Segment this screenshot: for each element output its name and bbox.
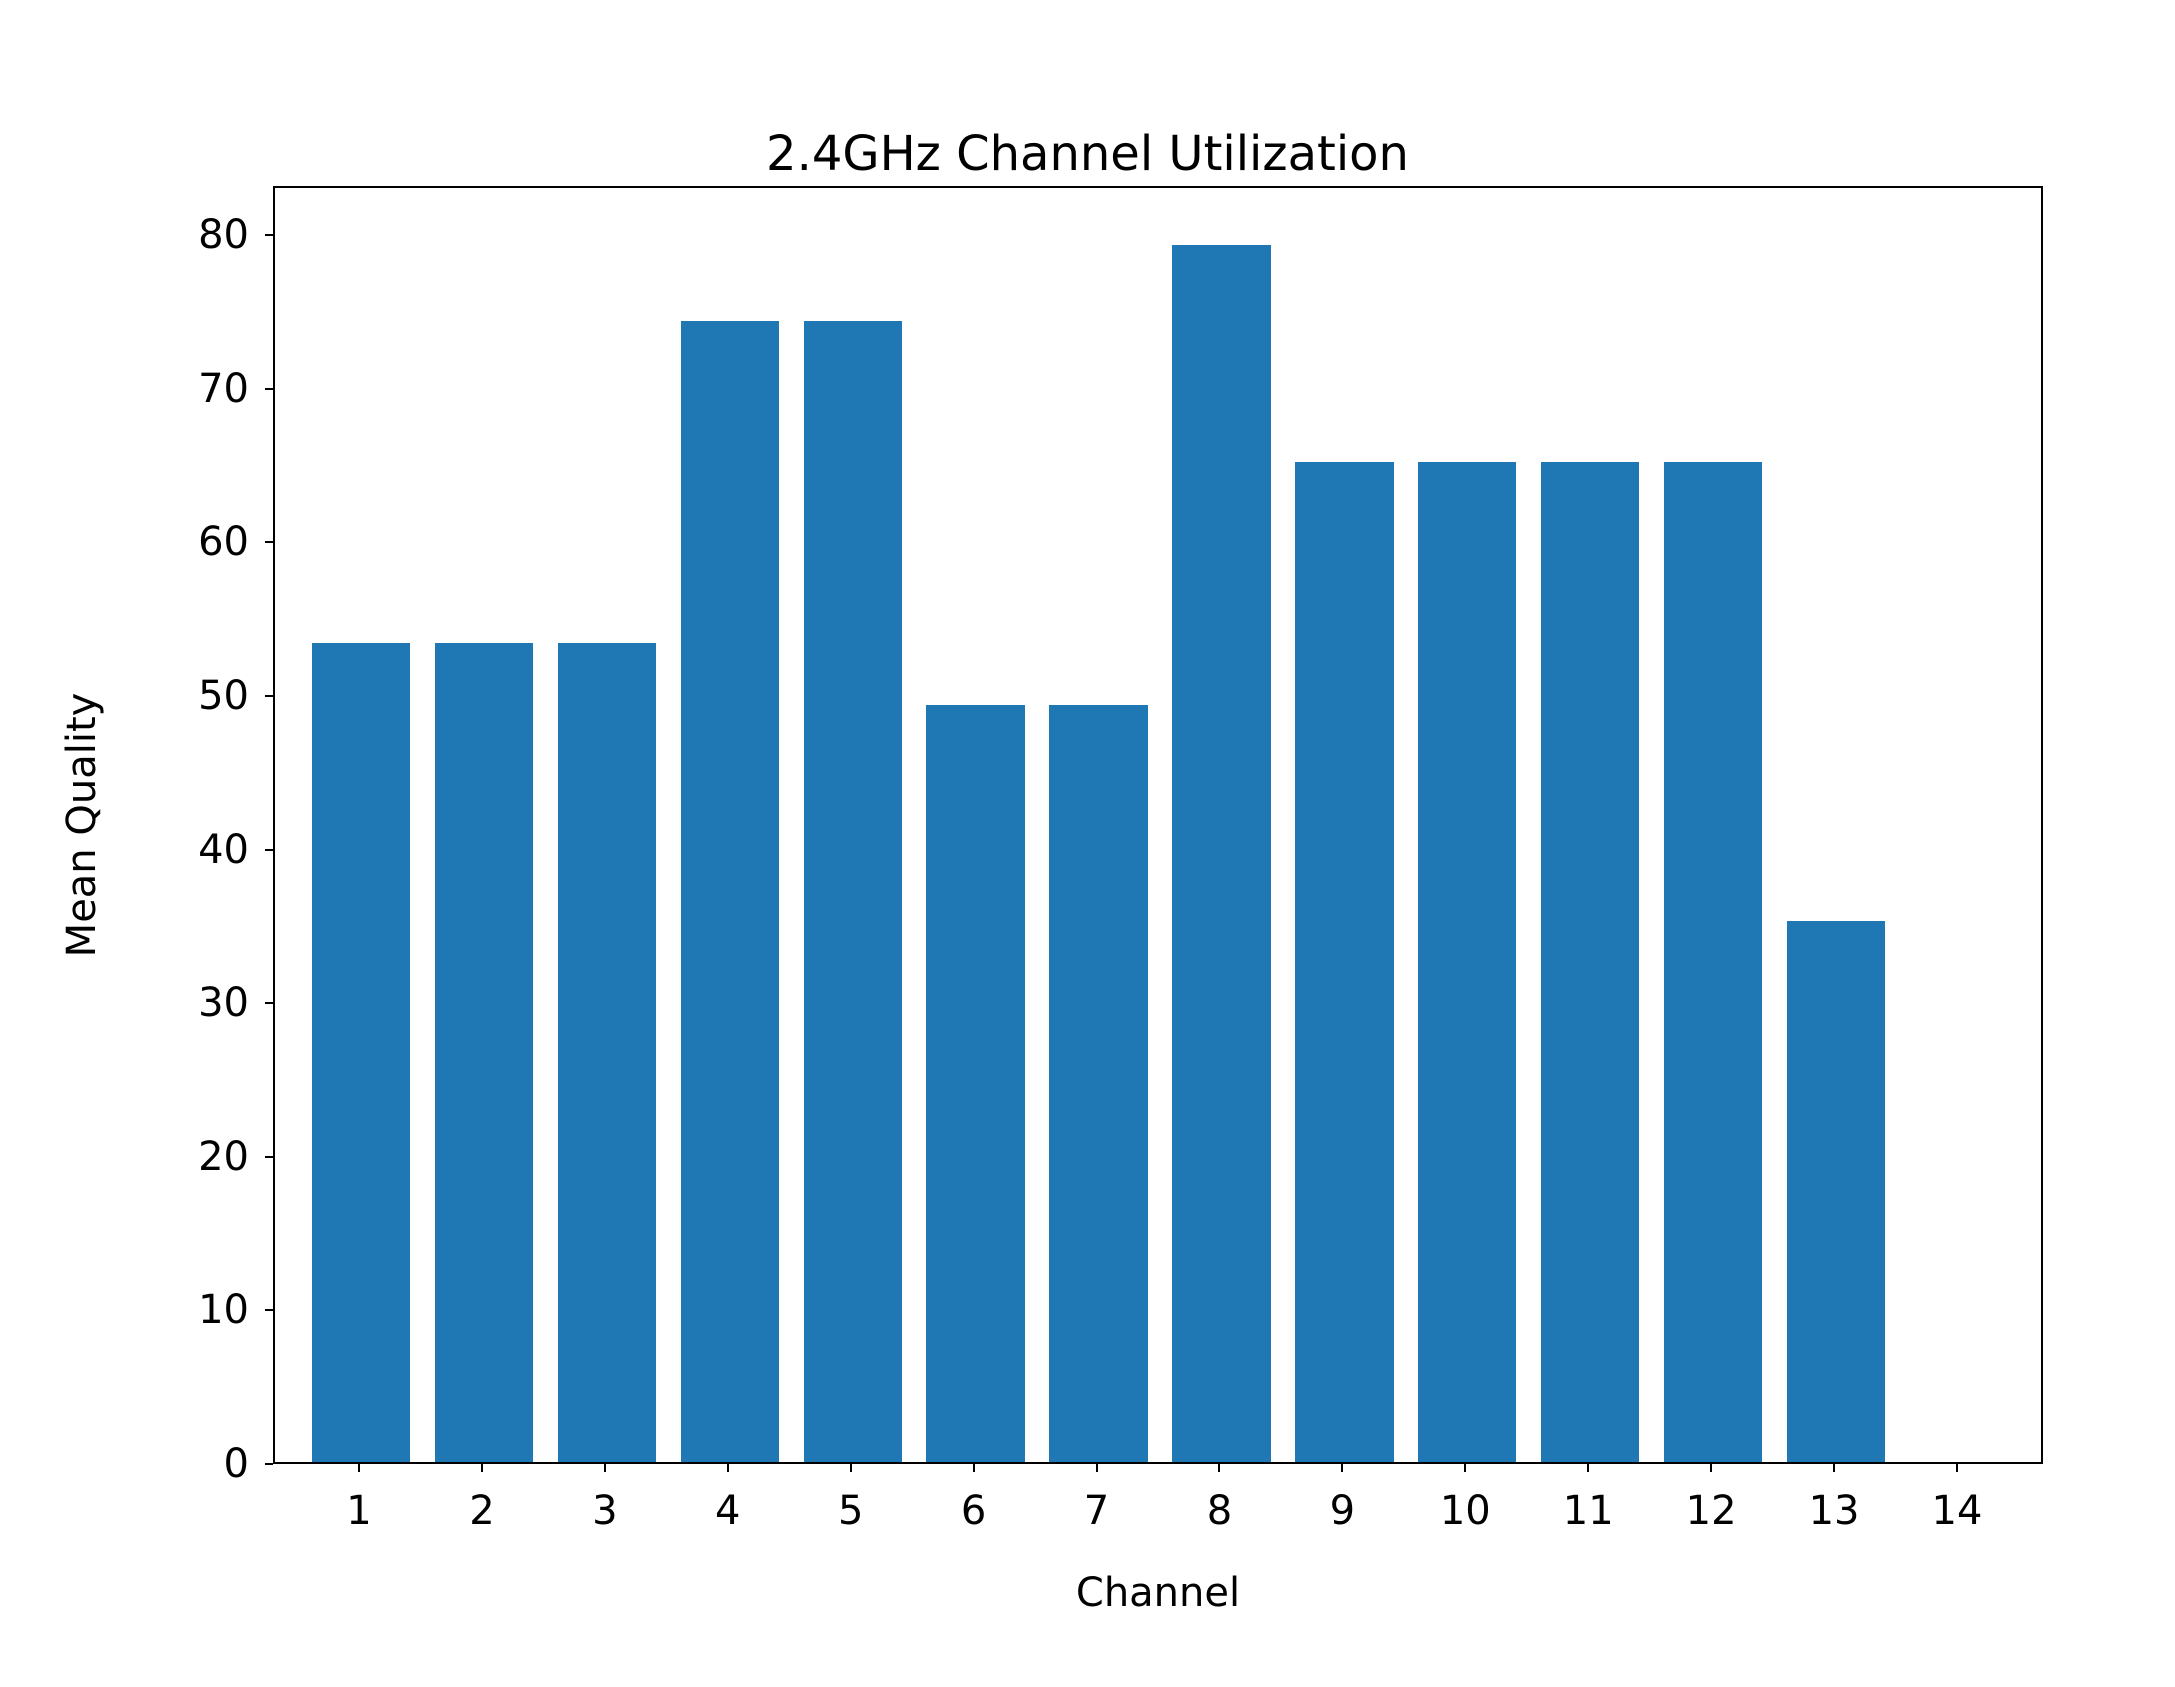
xtick-mark bbox=[1833, 1464, 1835, 1472]
xtick-label: 4 bbox=[715, 1488, 740, 1534]
xtick-mark bbox=[604, 1464, 606, 1472]
ytick-mark bbox=[265, 1463, 273, 1465]
bar-12 bbox=[1664, 462, 1762, 1462]
ytick-mark bbox=[265, 388, 273, 390]
xtick-label: 1 bbox=[346, 1488, 371, 1534]
xtick-label: 2 bbox=[469, 1488, 494, 1534]
xtick-label: 5 bbox=[838, 1488, 863, 1534]
bar-2 bbox=[435, 643, 533, 1462]
xtick-mark bbox=[973, 1464, 975, 1472]
xtick-label: 8 bbox=[1207, 1488, 1232, 1534]
xtick-label: 14 bbox=[1932, 1488, 1983, 1534]
bar-10 bbox=[1418, 462, 1516, 1462]
bar-7 bbox=[1049, 705, 1147, 1462]
bar-4 bbox=[681, 321, 779, 1462]
ytick-mark bbox=[265, 695, 273, 697]
x-axis-label: Channel bbox=[1076, 1570, 1240, 1616]
xtick-label: 11 bbox=[1563, 1488, 1614, 1534]
xtick-label: 9 bbox=[1330, 1488, 1355, 1534]
plot-area bbox=[275, 188, 2041, 1462]
xtick-mark bbox=[481, 1464, 483, 1472]
ytick-label: 60 bbox=[198, 519, 249, 565]
ytick-label: 20 bbox=[198, 1134, 249, 1180]
figure: 2.4GHz Channel Utilization 0 10 20 30 40 50 60… bbox=[0, 0, 2175, 1687]
ytick-mark bbox=[265, 1156, 273, 1158]
chart-title: 2.4GHz Channel Utilization bbox=[0, 126, 2175, 182]
bar-8 bbox=[1172, 245, 1270, 1462]
bar-9 bbox=[1295, 462, 1393, 1462]
chart-axes bbox=[273, 186, 2043, 1464]
ytick-label: 0 bbox=[224, 1441, 249, 1487]
xtick-mark bbox=[1341, 1464, 1343, 1472]
xtick-mark bbox=[850, 1464, 852, 1472]
bar-1 bbox=[312, 643, 410, 1462]
xtick-mark bbox=[1710, 1464, 1712, 1472]
bar-11 bbox=[1541, 462, 1639, 1462]
ytick-label: 70 bbox=[198, 366, 249, 412]
ytick-label: 10 bbox=[198, 1287, 249, 1333]
xtick-mark bbox=[1464, 1464, 1466, 1472]
xtick-label: 13 bbox=[1809, 1488, 1860, 1534]
xtick-mark bbox=[1956, 1464, 1958, 1472]
bar-5 bbox=[804, 321, 902, 1462]
bar-6 bbox=[926, 705, 1024, 1462]
y-axis-label: Mean Quality bbox=[59, 693, 105, 958]
ytick-label: 50 bbox=[198, 673, 249, 719]
ytick-label: 80 bbox=[198, 212, 249, 258]
xtick-mark bbox=[358, 1464, 360, 1472]
xtick-label: 12 bbox=[1686, 1488, 1737, 1534]
xtick-label: 6 bbox=[961, 1488, 986, 1534]
xtick-mark bbox=[1096, 1464, 1098, 1472]
xtick-mark bbox=[727, 1464, 729, 1472]
ytick-mark bbox=[265, 234, 273, 236]
ytick-mark bbox=[265, 849, 273, 851]
ytick-mark bbox=[265, 1309, 273, 1311]
xtick-mark bbox=[1587, 1464, 1589, 1472]
bar-3 bbox=[558, 643, 656, 1462]
ytick-label: 30 bbox=[198, 980, 249, 1026]
bar-13 bbox=[1787, 921, 1885, 1462]
xtick-label: 3 bbox=[592, 1488, 617, 1534]
xtick-mark bbox=[1218, 1464, 1220, 1472]
xtick-label: 10 bbox=[1440, 1488, 1491, 1534]
ytick-label: 40 bbox=[198, 827, 249, 873]
xtick-label: 7 bbox=[1084, 1488, 1109, 1534]
ytick-mark bbox=[265, 541, 273, 543]
ytick-mark bbox=[265, 1002, 273, 1004]
